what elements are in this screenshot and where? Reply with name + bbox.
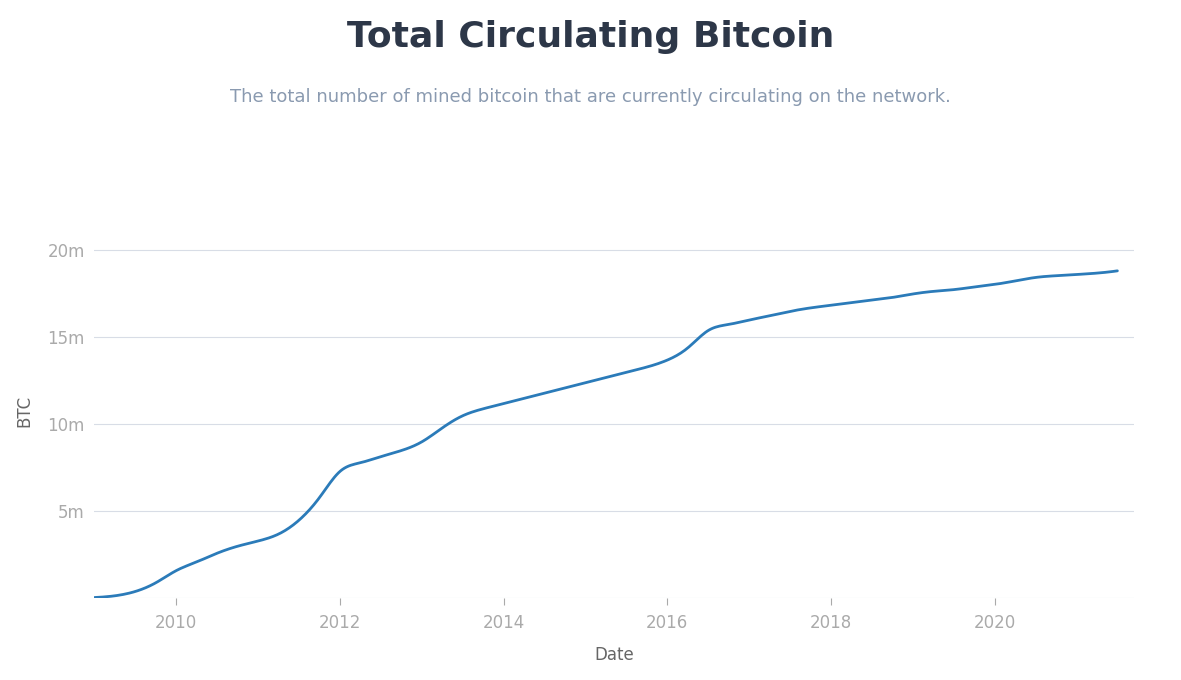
Text: The total number of mined bitcoin that are currently circulating on the network.: The total number of mined bitcoin that a… bbox=[230, 88, 951, 106]
Text: Total Circulating Bitcoin: Total Circulating Bitcoin bbox=[347, 20, 834, 54]
Y-axis label: BTC: BTC bbox=[15, 395, 33, 428]
X-axis label: Date: Date bbox=[594, 645, 634, 664]
